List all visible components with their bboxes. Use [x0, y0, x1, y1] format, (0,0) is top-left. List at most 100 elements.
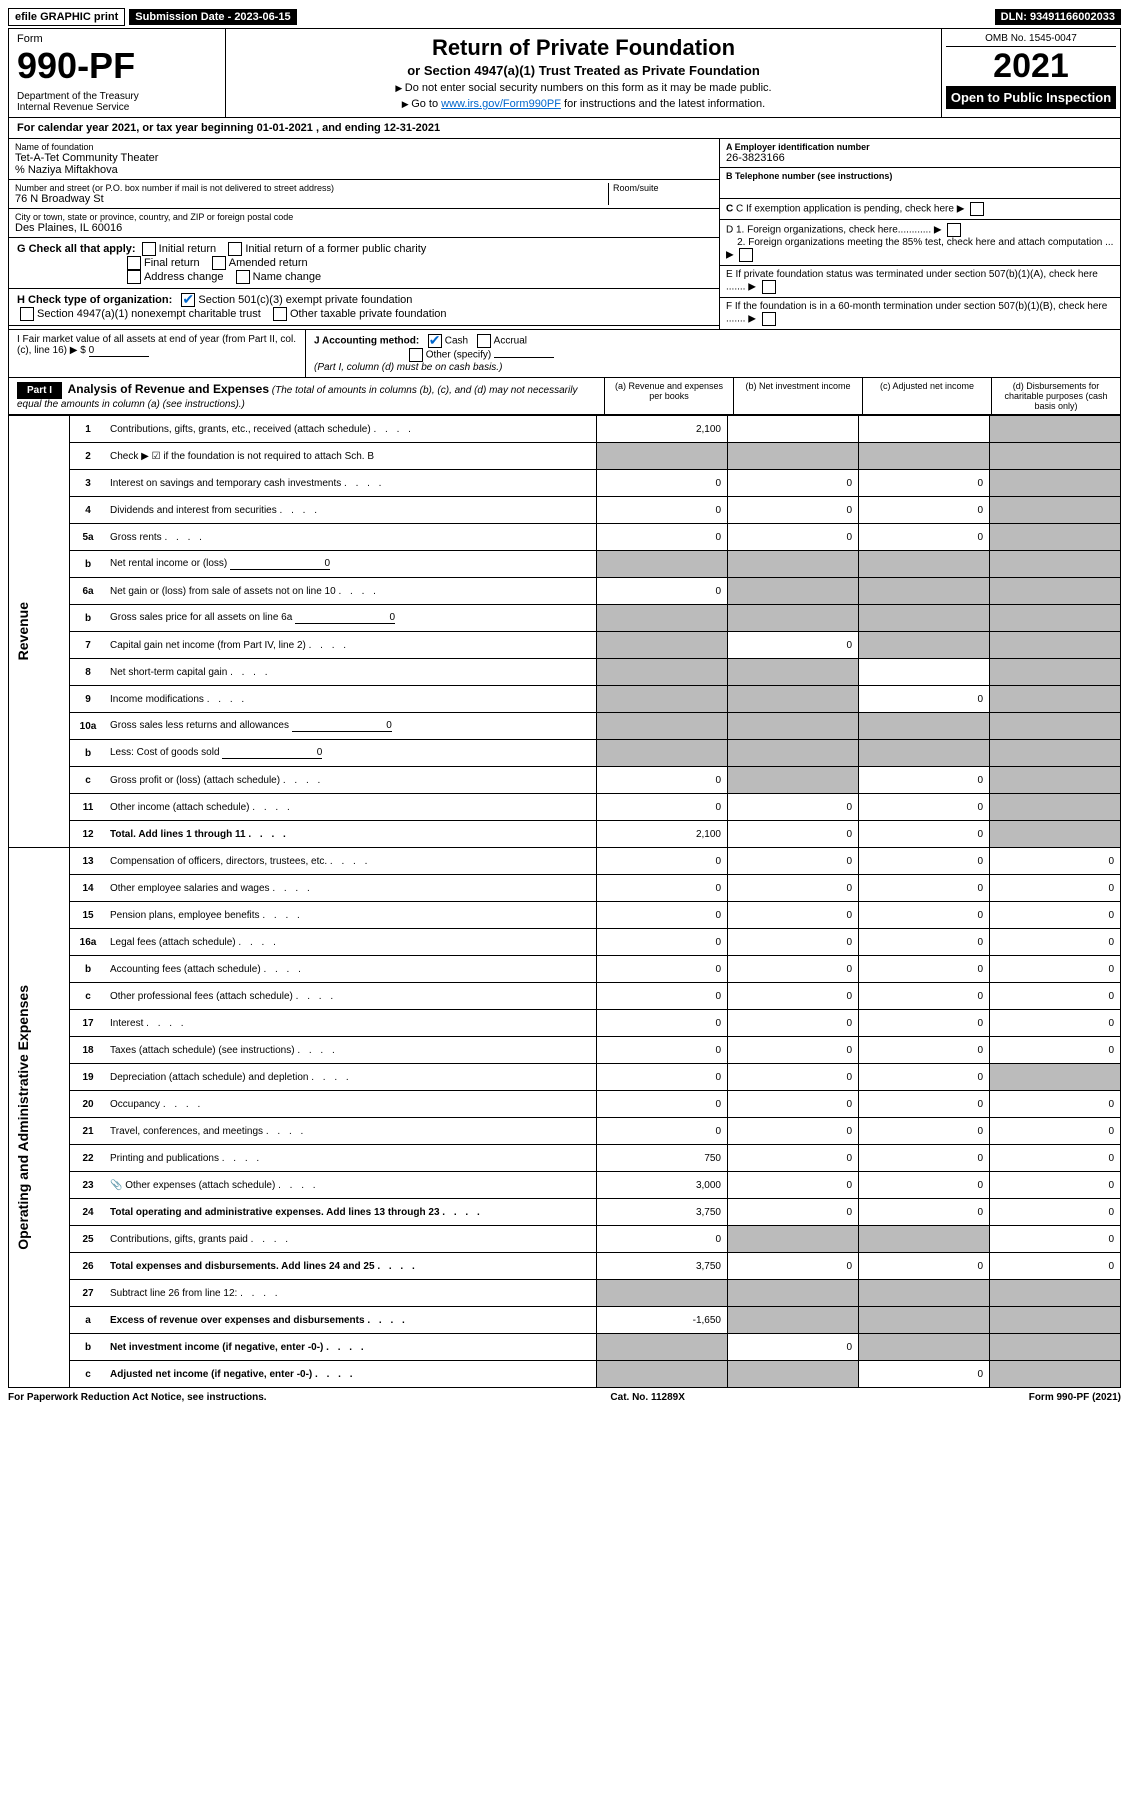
footer: For Paperwork Reduction Act Notice, see …	[8, 1388, 1121, 1407]
cell-a: 0	[597, 983, 728, 1010]
cb-accrual[interactable]	[477, 334, 491, 348]
cell-c	[859, 605, 990, 632]
cell-b	[728, 443, 859, 470]
note1: Do not enter social security numbers on …	[230, 82, 937, 94]
cell-b: 0	[728, 1145, 859, 1172]
cell-d	[990, 1361, 1121, 1388]
col-c: (c) Adjusted net income	[862, 378, 991, 414]
cell-a: 750	[597, 1145, 728, 1172]
cb-cash[interactable]	[428, 334, 442, 348]
table-row: 25Contributions, gifts, grants paid . . …	[9, 1226, 1121, 1253]
cell-a: 0	[597, 578, 728, 605]
cb-address[interactable]	[127, 270, 141, 284]
line-desc: Total operating and administrative expen…	[106, 1199, 597, 1226]
cell-d: 0	[990, 1037, 1121, 1064]
table-row: bNet investment income (if negative, ent…	[9, 1334, 1121, 1361]
part-label: Part I	[17, 382, 62, 399]
irs-link[interactable]: www.irs.gov/Form990PF	[441, 98, 561, 110]
cell-c: 0	[859, 902, 990, 929]
table-row: 20Occupancy . . . .0000	[9, 1091, 1121, 1118]
cell-d	[990, 443, 1121, 470]
cell-c: 0	[859, 1199, 990, 1226]
cb-amended[interactable]	[212, 256, 226, 270]
line-desc: Subtract line 26 from line 12: . . . .	[106, 1280, 597, 1307]
cell-b	[728, 740, 859, 767]
table-row: bGross sales price for all assets on lin…	[9, 605, 1121, 632]
form-header: Form 990-PF Department of the Treasury I…	[8, 28, 1121, 118]
cell-b	[728, 713, 859, 740]
form-title: Return of Private Foundation	[230, 35, 937, 61]
table-row: 10aGross sales less returns and allowanc…	[9, 713, 1121, 740]
line-number: c	[70, 767, 107, 794]
line-desc: Contributions, gifts, grants paid . . . …	[106, 1226, 597, 1253]
cell-c: 0	[859, 470, 990, 497]
cell-b: 0	[728, 1010, 859, 1037]
cell-d	[990, 605, 1121, 632]
line-number: 15	[70, 902, 107, 929]
cell-a: 0	[597, 767, 728, 794]
line-desc: Interest . . . .	[106, 1010, 597, 1037]
cb-name[interactable]	[236, 270, 250, 284]
line-desc: Pension plans, employee benefits . . . .	[106, 902, 597, 929]
cb-d2[interactable]	[739, 248, 753, 262]
form-label: Form	[17, 33, 217, 45]
cell-a: 3,000	[597, 1172, 728, 1199]
tel-label: B Telephone number (see instructions)	[726, 171, 1114, 181]
cb-501c3[interactable]	[181, 293, 195, 307]
table-row: cAdjusted net income (if negative, enter…	[9, 1361, 1121, 1388]
cb-other-method[interactable]	[409, 348, 423, 362]
care-of: % Naziya Miftakhova	[15, 164, 713, 176]
line-desc: Gross sales less returns and allowances …	[106, 713, 597, 740]
cell-a: 0	[597, 497, 728, 524]
expenses-label: Operating and Administrative Expenses	[9, 848, 70, 1388]
cb-initial[interactable]	[142, 242, 156, 256]
cb-c[interactable]	[970, 202, 984, 216]
cell-d	[990, 1064, 1121, 1091]
line-desc: Other employee salaries and wages . . . …	[106, 875, 597, 902]
line-number: a	[70, 1307, 107, 1334]
cell-d	[990, 686, 1121, 713]
cell-c: 0	[859, 1361, 990, 1388]
dept: Department of the Treasury Internal Reve…	[17, 91, 217, 113]
cell-c: 0	[859, 1037, 990, 1064]
form-number: 990-PF	[17, 45, 217, 87]
table-row: bNet rental income or (loss) 0	[9, 551, 1121, 578]
table-row: 8Net short-term capital gain . . . .	[9, 659, 1121, 686]
cb-d1[interactable]	[947, 223, 961, 237]
cb-f[interactable]	[762, 312, 776, 326]
footer-mid: Cat. No. 11289X	[610, 1392, 684, 1403]
cell-b: 0	[728, 524, 859, 551]
cell-b	[728, 1280, 859, 1307]
line-desc: Contributions, gifts, grants, etc., rece…	[106, 416, 597, 443]
line-desc: Other professional fees (attach schedule…	[106, 983, 597, 1010]
line-desc: Occupancy . . . .	[106, 1091, 597, 1118]
line-number: c	[70, 1361, 107, 1388]
cell-a: 2,100	[597, 416, 728, 443]
line-number: 17	[70, 1010, 107, 1037]
cb-other-tax[interactable]	[273, 307, 287, 321]
city-label: City or town, state or province, country…	[15, 212, 713, 222]
cb-final[interactable]	[127, 256, 141, 270]
cb-initial-former[interactable]	[228, 242, 242, 256]
line-number: b	[70, 551, 107, 578]
line-number: b	[70, 605, 107, 632]
cell-b: 0	[728, 902, 859, 929]
line-number: 18	[70, 1037, 107, 1064]
line-desc: Travel, conferences, and meetings . . . …	[106, 1118, 597, 1145]
cell-b: 0	[728, 1064, 859, 1091]
cb-4947[interactable]	[20, 307, 34, 321]
cb-e[interactable]	[762, 280, 776, 294]
cell-d: 0	[990, 1226, 1121, 1253]
cell-b: 0	[728, 848, 859, 875]
addr-label: Number and street (or P.O. box number if…	[15, 183, 608, 193]
cell-c: 0	[859, 794, 990, 821]
line-desc: Gross profit or (loss) (attach schedule)…	[106, 767, 597, 794]
section-e: E If private foundation status was termi…	[720, 266, 1120, 298]
section-c: C C If exemption application is pending,…	[720, 199, 1120, 220]
cell-c: 0	[859, 929, 990, 956]
cell-c: 0	[859, 848, 990, 875]
cell-c	[859, 443, 990, 470]
form-subtitle: or Section 4947(a)(1) Trust Treated as P…	[230, 63, 937, 78]
cell-c: 0	[859, 1145, 990, 1172]
table-row: 24Total operating and administrative exp…	[9, 1199, 1121, 1226]
